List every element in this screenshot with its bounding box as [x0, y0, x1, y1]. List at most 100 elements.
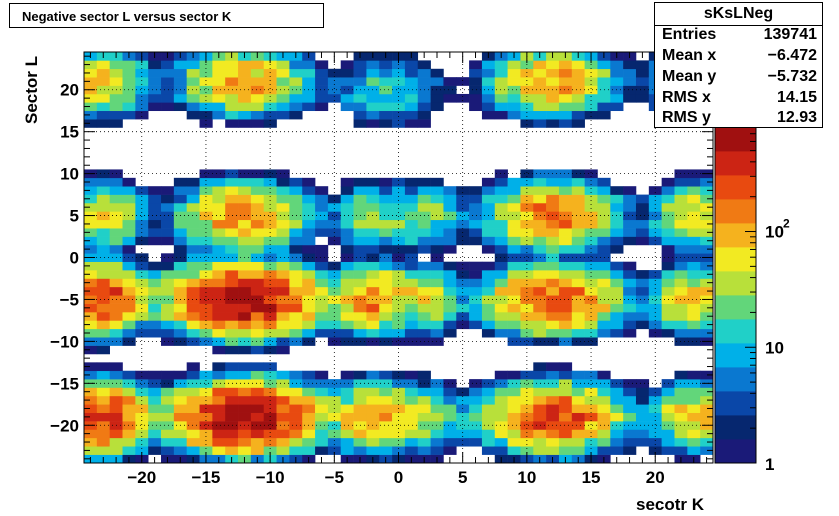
heatmap-cell — [430, 244, 444, 254]
heatmap-cell — [353, 219, 367, 229]
heatmap-cell — [340, 337, 354, 346]
heatmap-cell — [161, 387, 175, 397]
heatmap-cell — [623, 194, 637, 204]
heatmap-cell — [161, 261, 175, 271]
heatmap-cell — [635, 395, 650, 405]
heatmap-cell — [469, 379, 483, 388]
heatmap-cell — [404, 387, 419, 397]
heatmap-cell — [674, 261, 688, 271]
heatmap-cell — [276, 219, 290, 229]
heatmap-cell — [276, 236, 290, 246]
heatmap-cell — [302, 261, 316, 271]
heatmap-cell — [597, 236, 611, 246]
heatmap-cell — [674, 370, 688, 380]
heatmap-cell — [250, 244, 265, 254]
heatmap-cell — [379, 412, 393, 422]
heatmap-cell — [302, 228, 316, 237]
heatmap-cell — [507, 186, 521, 195]
heatmap-cell — [443, 446, 457, 455]
heatmap-cell — [456, 421, 470, 430]
heatmap-cell — [584, 412, 598, 422]
heatmap-cell — [481, 68, 496, 78]
heatmap-cell — [417, 244, 431, 254]
heatmap-cell — [456, 77, 470, 86]
heatmap-cell — [238, 177, 252, 187]
heatmap-cell — [315, 395, 329, 405]
heatmap-cell — [225, 211, 239, 221]
heatmap-cell — [263, 345, 277, 355]
heatmap-cell — [276, 60, 290, 70]
heatmap-cell — [161, 295, 175, 304]
heatmap-cell — [533, 303, 547, 313]
heatmap-cell — [507, 110, 521, 120]
heatmap-cell — [687, 437, 701, 447]
heatmap-cell — [302, 270, 316, 279]
heatmap-cell — [276, 295, 290, 304]
heatmap-cell — [558, 295, 573, 304]
y-tick-label: −15 — [50, 374, 79, 393]
heatmap-cell — [456, 278, 470, 288]
heatmap-cell — [610, 219, 624, 229]
heatmap-cell — [597, 395, 611, 405]
heatmap-cell — [687, 429, 701, 439]
heatmap-cell — [558, 102, 573, 112]
heatmap-cell — [404, 85, 419, 95]
heatmap-cell — [558, 253, 573, 262]
heatmap-cell — [250, 77, 265, 86]
heatmap-cell — [481, 395, 496, 405]
heatmap-cell — [315, 404, 329, 413]
palette-swatch — [715, 319, 756, 344]
heatmap-cell — [687, 404, 701, 413]
heatmap-cell — [661, 312, 675, 321]
heatmap-cell — [199, 211, 213, 221]
heatmap-cell — [623, 93, 637, 103]
heatmap-cell — [161, 211, 175, 221]
heatmap-cell — [597, 68, 611, 78]
heatmap-cell — [238, 429, 252, 439]
heatmap-cell — [379, 270, 393, 279]
heatmap-cell — [469, 387, 483, 397]
heatmap-cell — [597, 177, 611, 187]
heatmap-cell — [379, 437, 393, 447]
heatmap-cell — [84, 77, 98, 86]
heatmap-cell — [84, 387, 98, 397]
heatmap-cell — [109, 110, 123, 120]
heatmap-cell — [366, 261, 380, 271]
heatmap-cell — [340, 77, 354, 86]
heatmap-cell — [263, 446, 277, 455]
heatmap-cell — [96, 295, 110, 304]
heatmap-cell — [199, 110, 213, 120]
heatmap-cell — [199, 253, 213, 262]
heatmap-cell — [392, 68, 406, 78]
heatmap-cell — [661, 429, 675, 439]
heatmap-cell — [494, 421, 508, 430]
heatmap-cell — [289, 429, 303, 439]
heatmap-cell — [186, 60, 200, 70]
heatmap-cell — [481, 412, 496, 422]
heatmap-cell — [263, 437, 277, 447]
heatmap-cell — [238, 202, 252, 212]
heatmap-cell — [558, 362, 573, 372]
heatmap-cell — [315, 244, 329, 254]
heatmap-cell — [96, 68, 110, 78]
heatmap-cell — [366, 110, 380, 120]
heatmap-cell — [199, 437, 213, 447]
heatmap-cell — [353, 244, 367, 254]
heatmap-cell — [302, 102, 316, 112]
heatmap-cell — [238, 395, 252, 405]
heatmap-cell — [648, 211, 662, 221]
heatmap-cell — [225, 295, 239, 304]
heatmap-cell — [674, 270, 688, 279]
heatmap-cell — [225, 102, 239, 112]
heatmap-cell — [558, 446, 573, 455]
heatmap-cell — [546, 278, 560, 288]
heatmap-cell — [507, 421, 521, 430]
heatmap-cell — [353, 437, 367, 447]
heatmap-cell — [122, 446, 136, 455]
heatmap-cell — [661, 412, 675, 422]
heatmap-cell — [225, 320, 239, 330]
heatmap-cell — [199, 286, 213, 296]
heatmap-cell — [456, 286, 470, 296]
heatmap-cell — [340, 236, 354, 246]
